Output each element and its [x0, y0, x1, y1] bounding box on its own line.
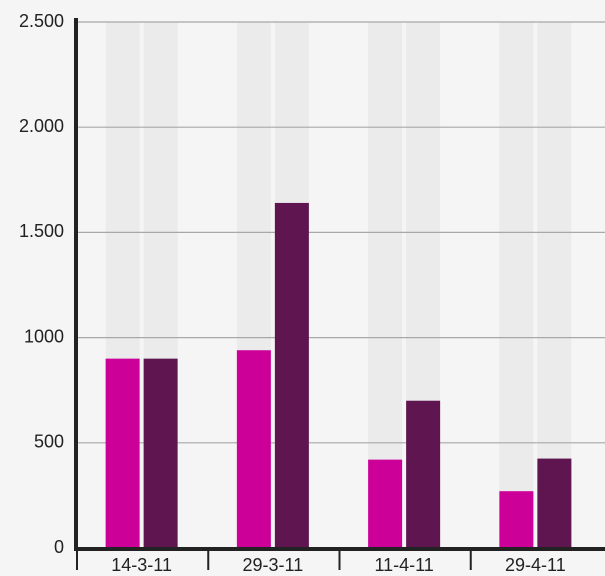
y-tick-label: 0 — [54, 537, 64, 557]
bar — [105, 358, 140, 548]
bar — [143, 358, 178, 548]
bar-background — [499, 22, 534, 548]
bar — [406, 400, 441, 548]
bar — [368, 459, 403, 548]
bar — [499, 491, 534, 548]
y-tick-label: 2.000 — [19, 116, 64, 136]
bar — [537, 458, 572, 548]
x-tick-label: 14-3-11 — [111, 555, 172, 575]
x-tick-label: 11-4-11 — [374, 555, 433, 575]
x-tick-label: 29-4-11 — [505, 555, 566, 575]
y-tick-label: 2.500 — [19, 11, 64, 31]
x-tick-label: 29-3-11 — [243, 555, 304, 575]
y-tick-label: 1.500 — [19, 221, 64, 241]
y-tick-label: 1000 — [24, 326, 64, 346]
bar — [236, 350, 271, 548]
bar — [274, 202, 309, 548]
y-tick-label: 500 — [34, 432, 64, 452]
